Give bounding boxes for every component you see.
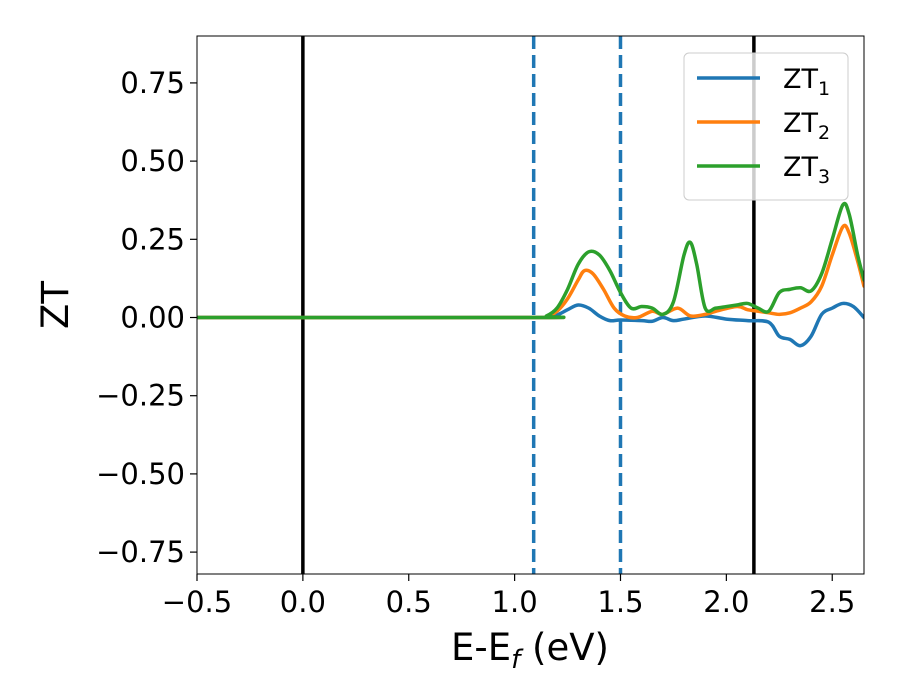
series-line-3 (197, 201, 864, 320)
y-axis-label: ZT (34, 281, 77, 329)
y-tick-label: 0.50 (120, 144, 185, 178)
x-tick-label: 1.5 (597, 585, 643, 619)
legend-box (683, 52, 849, 201)
y-tick-label: −0.75 (96, 535, 185, 569)
x-tick-label: 2.5 (809, 585, 855, 619)
legend-label-3: ZT3 (783, 152, 830, 188)
x-axis-ticks: −0.5 0.0 0.5 1.0 1.5 2.0 2.5 (162, 574, 855, 619)
y-axis-ticks: 0.75 0.50 0.25 0.00 −0.25 −0.50 −0.75 (96, 66, 197, 569)
x-tick-label: 0.0 (280, 585, 326, 619)
y-tick-label: −0.25 (96, 379, 185, 413)
series-line-1 (197, 301, 864, 348)
y-tick-label: −0.50 (96, 457, 185, 491)
y-tick-label: 0.25 (120, 222, 185, 256)
x-tick-label: 1.0 (492, 585, 538, 619)
legend: ZT1 ZT2 ZT3 (683, 52, 849, 201)
series-lines (197, 201, 864, 348)
x-tick-label: 2.0 (703, 585, 749, 619)
x-tick-label: 0.5 (386, 585, 432, 619)
x-axis-label: E-Ef (eV) (451, 626, 609, 675)
legend-label-2: ZT2 (783, 108, 830, 144)
y-tick-label: 0.75 (120, 66, 185, 100)
series-line-2 (197, 223, 864, 320)
x-tick-label: −0.5 (162, 585, 232, 619)
legend-label-1: ZT1 (783, 64, 830, 100)
y-tick-label: 0.00 (120, 301, 185, 335)
plot-frame (196, 35, 865, 575)
